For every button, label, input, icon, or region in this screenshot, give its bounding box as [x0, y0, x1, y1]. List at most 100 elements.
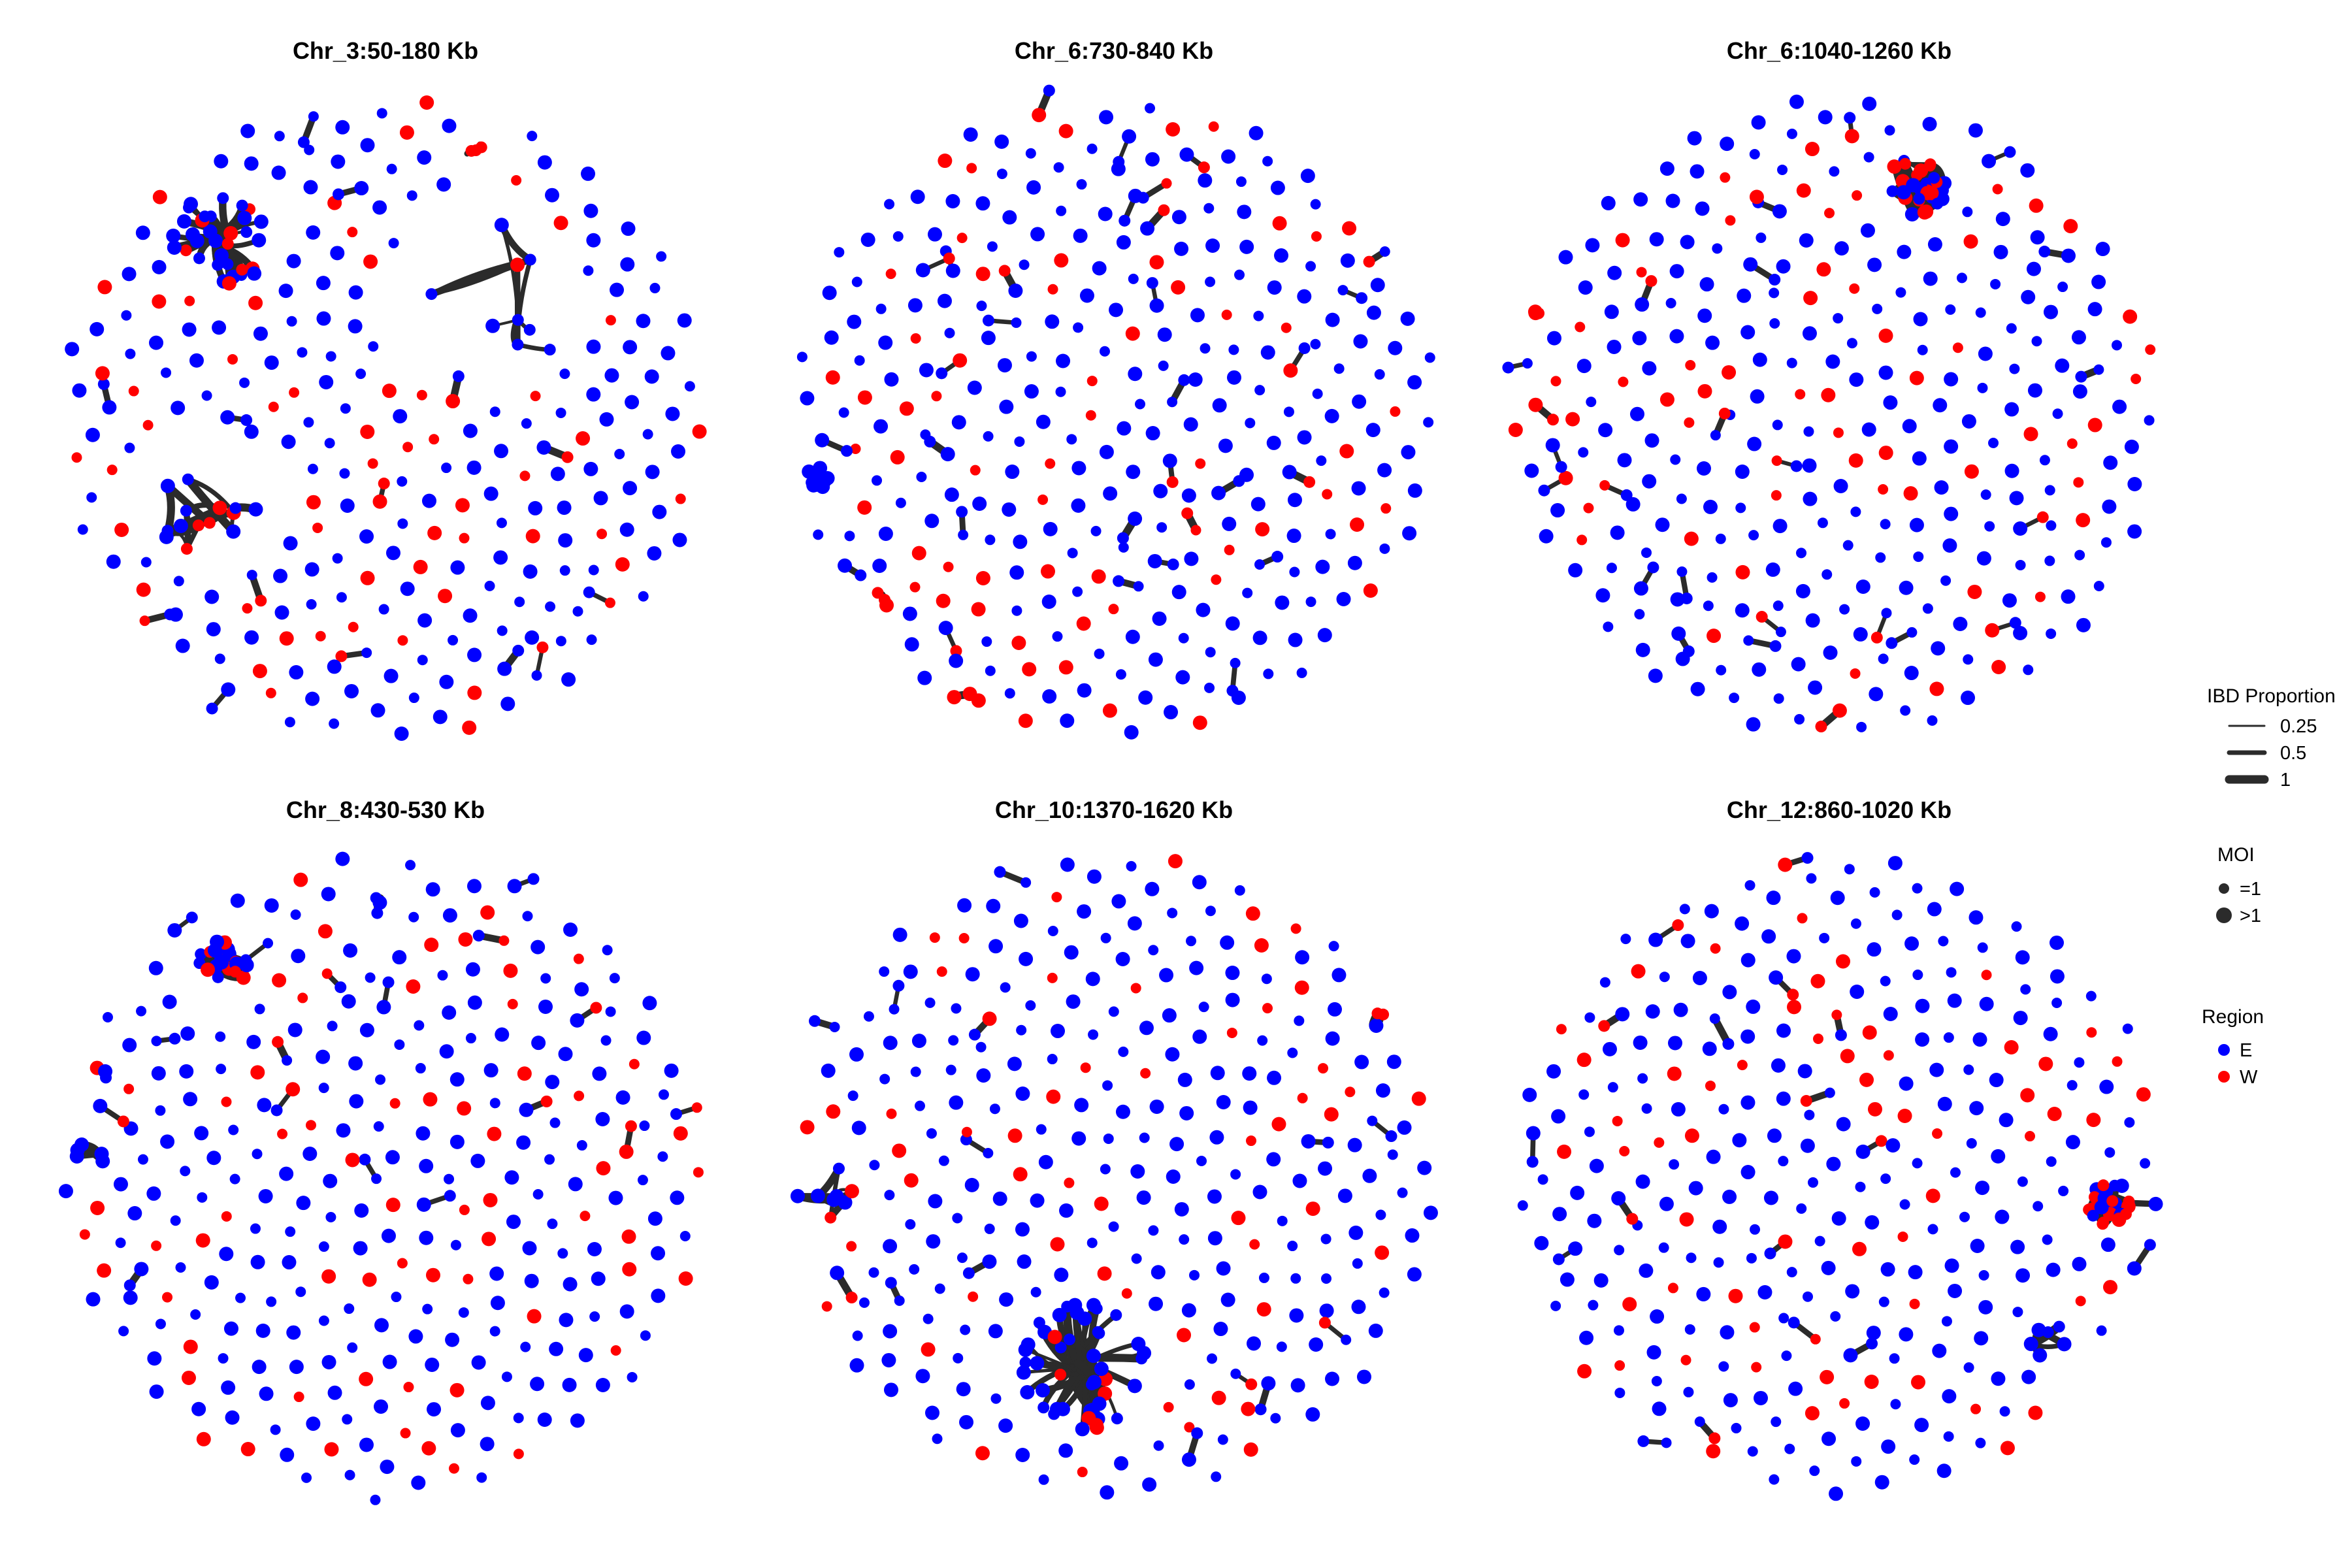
network-node	[1424, 352, 1435, 363]
network-node	[544, 344, 556, 356]
network-node	[160, 1134, 175, 1149]
network-node	[1171, 210, 1186, 225]
network-node	[610, 282, 625, 297]
network-node	[545, 1075, 560, 1090]
network-node	[1319, 1303, 1334, 1318]
network-node	[100, 1071, 112, 1084]
network-node	[2094, 1200, 2109, 1215]
network-node	[1850, 918, 1861, 929]
network-node	[212, 971, 224, 983]
network-node	[1237, 204, 1252, 220]
network-node	[1761, 929, 1776, 944]
network-node	[1829, 166, 1840, 177]
network-node	[956, 1382, 971, 1397]
network-node	[325, 351, 336, 362]
network-node	[590, 1002, 602, 1014]
network-node	[307, 463, 318, 474]
network-node	[1607, 1082, 1618, 1093]
network-node	[2066, 1080, 2078, 1091]
network-node	[986, 898, 1001, 913]
network-node	[2061, 248, 2076, 263]
network-node	[945, 263, 960, 278]
network-node	[1252, 630, 1267, 645]
network-node	[459, 532, 470, 544]
network-node	[1379, 246, 1390, 257]
nodes	[790, 854, 1438, 1500]
network-node	[1805, 613, 1820, 628]
network-node	[1109, 302, 1124, 318]
network-node	[370, 1494, 381, 1505]
network-node	[813, 529, 824, 540]
network-node	[523, 323, 536, 336]
network-node	[1256, 1302, 1271, 1317]
network-node	[636, 314, 651, 329]
network-node	[1157, 327, 1172, 342]
network-node	[1262, 1003, 1273, 1014]
network-node	[2027, 383, 2042, 398]
network-node	[1116, 235, 1131, 250]
network-node	[1059, 1203, 1074, 1218]
network-node	[1196, 602, 1211, 617]
network-node	[1915, 1032, 1930, 1047]
network-node	[419, 1230, 434, 1245]
network-node	[838, 407, 849, 418]
network-node	[189, 233, 204, 248]
network-node	[658, 1089, 669, 1100]
network-node	[1205, 238, 1220, 253]
network-node	[2010, 1239, 2025, 1254]
network-node	[2074, 1057, 2085, 1068]
network-node	[329, 718, 340, 729]
network-node	[250, 1065, 265, 1080]
network-node	[1111, 894, 1126, 909]
network-node	[966, 163, 977, 174]
network-node	[97, 378, 110, 390]
network-node	[1253, 310, 1264, 321]
network-node	[1886, 185, 1899, 197]
network-node	[114, 522, 129, 537]
network-node	[1303, 476, 1316, 488]
network-node	[2021, 1369, 2036, 1384]
network-node	[348, 1056, 363, 1071]
network-node	[1054, 253, 1069, 268]
network-node	[1699, 277, 1714, 292]
network-node	[1055, 386, 1066, 397]
network-node	[884, 1190, 895, 1201]
network-node	[1171, 280, 1186, 295]
network-node	[384, 668, 399, 683]
network-node	[2012, 1307, 2023, 1318]
network-node	[1746, 999, 1761, 1014]
network-node	[270, 1104, 283, 1117]
network-node	[1192, 875, 1207, 890]
network-node	[212, 320, 227, 335]
network-node	[1850, 985, 1865, 1000]
network-node	[1687, 131, 1702, 146]
network-node	[1612, 1115, 1623, 1126]
network-node	[1347, 1137, 1362, 1152]
network-node	[498, 935, 510, 946]
network-node	[450, 560, 465, 575]
network-node	[1707, 572, 1718, 583]
network-node	[2112, 399, 2127, 414]
network-node	[487, 1126, 502, 1141]
network-node	[95, 366, 110, 381]
legend: IBD Proportion 0.25 0.5 1 MOI =1 >1 Regi…	[2202, 685, 2336, 1088]
network-node	[1667, 1282, 1678, 1294]
network-node	[476, 1472, 487, 1483]
network-node	[293, 872, 308, 887]
network-node	[1883, 1050, 1894, 1061]
network-node	[246, 570, 257, 581]
network-node	[1917, 344, 1928, 355]
network-node	[1097, 1266, 1112, 1281]
network-node	[576, 1140, 587, 1151]
network-node	[1356, 292, 1368, 304]
network-node	[1829, 1486, 1844, 1501]
network-node	[1192, 715, 1207, 730]
network-node	[1267, 1070, 1282, 1085]
network-node	[1041, 594, 1056, 609]
network-node	[914, 1100, 925, 1111]
network-node	[1697, 308, 1712, 323]
network-node	[1679, 904, 1690, 915]
network-node	[1912, 451, 1927, 466]
network-node	[1931, 641, 1946, 656]
network-node	[302, 1146, 318, 1161]
